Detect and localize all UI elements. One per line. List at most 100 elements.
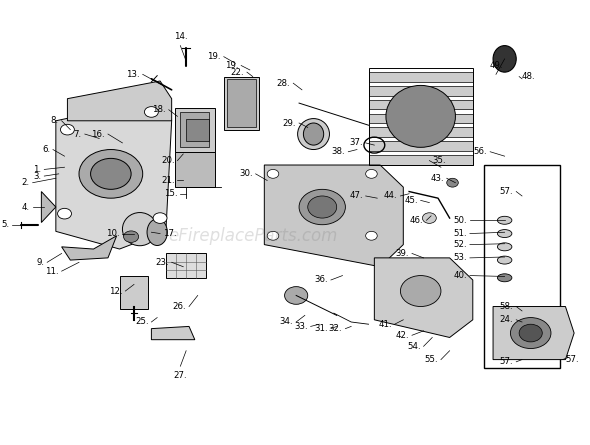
Text: 51.: 51. bbox=[453, 229, 467, 238]
Text: 25.: 25. bbox=[135, 317, 149, 327]
Bar bbox=[369, 113, 473, 123]
Bar bbox=[484, 165, 560, 368]
Ellipse shape bbox=[386, 85, 455, 147]
Text: 58.: 58. bbox=[500, 302, 513, 311]
Text: 18.: 18. bbox=[152, 105, 166, 114]
Bar bbox=[166, 254, 206, 278]
Circle shape bbox=[60, 124, 74, 135]
Text: 14.: 14. bbox=[173, 32, 187, 41]
Polygon shape bbox=[493, 307, 574, 360]
Circle shape bbox=[284, 287, 308, 304]
Text: 13.: 13. bbox=[126, 70, 140, 79]
Circle shape bbox=[422, 213, 437, 223]
Text: 9.: 9. bbox=[36, 258, 44, 267]
Text: 30.: 30. bbox=[239, 170, 253, 178]
Ellipse shape bbox=[497, 243, 512, 251]
Ellipse shape bbox=[497, 274, 512, 282]
Circle shape bbox=[519, 324, 542, 342]
Polygon shape bbox=[61, 236, 117, 260]
Text: 41.: 41. bbox=[378, 320, 392, 329]
Text: 46.: 46. bbox=[410, 216, 424, 225]
Text: 56.: 56. bbox=[474, 147, 487, 156]
Text: 1.: 1. bbox=[33, 165, 41, 174]
Polygon shape bbox=[186, 118, 209, 141]
Text: 6.: 6. bbox=[42, 145, 50, 154]
Text: 5.: 5. bbox=[1, 220, 9, 229]
Ellipse shape bbox=[497, 256, 512, 264]
Circle shape bbox=[153, 213, 167, 223]
Ellipse shape bbox=[297, 118, 329, 150]
Text: 23.: 23. bbox=[155, 258, 169, 267]
Text: 33.: 33. bbox=[294, 322, 308, 331]
Text: 55.: 55. bbox=[424, 355, 438, 364]
Bar bbox=[369, 127, 473, 137]
Polygon shape bbox=[67, 81, 172, 121]
Bar bbox=[369, 68, 473, 165]
Text: 57.: 57. bbox=[500, 357, 513, 366]
Circle shape bbox=[366, 231, 377, 240]
Text: 43.: 43. bbox=[430, 174, 444, 183]
Circle shape bbox=[267, 231, 279, 240]
Text: 3.: 3. bbox=[33, 172, 41, 181]
Text: 20.: 20. bbox=[161, 156, 175, 165]
Circle shape bbox=[447, 178, 458, 187]
Text: 31.: 31. bbox=[314, 324, 328, 333]
Ellipse shape bbox=[497, 216, 512, 224]
Polygon shape bbox=[374, 258, 473, 337]
Text: 36.: 36. bbox=[314, 275, 328, 284]
Text: 40.: 40. bbox=[453, 271, 467, 280]
Ellipse shape bbox=[303, 123, 324, 145]
Text: 49.: 49. bbox=[489, 61, 503, 70]
Text: 37.: 37. bbox=[349, 138, 363, 147]
FancyBboxPatch shape bbox=[120, 275, 149, 309]
Text: 16.: 16. bbox=[91, 129, 105, 138]
Text: 54.: 54. bbox=[407, 342, 421, 351]
Circle shape bbox=[79, 150, 143, 198]
Text: eFireplaceParts.com: eFireplaceParts.com bbox=[168, 227, 337, 245]
Circle shape bbox=[267, 170, 279, 178]
Bar bbox=[369, 100, 473, 109]
Polygon shape bbox=[264, 165, 404, 267]
Text: 15.: 15. bbox=[164, 189, 178, 198]
Text: 22.: 22. bbox=[231, 68, 244, 77]
Text: 50.: 50. bbox=[453, 216, 467, 225]
Text: 24.: 24. bbox=[500, 316, 513, 324]
Circle shape bbox=[58, 208, 71, 219]
Text: 34.: 34. bbox=[280, 317, 293, 327]
Text: 28.: 28. bbox=[277, 79, 290, 88]
Bar bbox=[369, 72, 473, 81]
Text: 38.: 38. bbox=[332, 147, 345, 156]
Text: 29.: 29. bbox=[283, 118, 296, 128]
Circle shape bbox=[123, 231, 139, 243]
Text: 26.: 26. bbox=[172, 302, 186, 311]
Text: 21.: 21. bbox=[161, 176, 175, 185]
Text: 4.: 4. bbox=[22, 202, 30, 211]
Text: 11.: 11. bbox=[45, 267, 59, 275]
Text: 2.: 2. bbox=[22, 178, 30, 187]
Bar bbox=[369, 155, 473, 165]
Circle shape bbox=[299, 189, 345, 225]
Text: 8.: 8. bbox=[51, 116, 59, 125]
Text: 44.: 44. bbox=[384, 191, 398, 200]
Polygon shape bbox=[56, 99, 172, 249]
Text: 45.: 45. bbox=[404, 196, 418, 205]
Polygon shape bbox=[175, 152, 215, 187]
Text: 39.: 39. bbox=[395, 249, 409, 258]
Text: 12.: 12. bbox=[109, 287, 123, 295]
Text: 17.: 17. bbox=[163, 229, 176, 238]
Polygon shape bbox=[152, 327, 195, 340]
Circle shape bbox=[401, 275, 441, 307]
Circle shape bbox=[145, 107, 158, 117]
Ellipse shape bbox=[147, 219, 168, 246]
Bar bbox=[369, 142, 473, 151]
Ellipse shape bbox=[497, 230, 512, 238]
Circle shape bbox=[91, 158, 131, 189]
Text: 19.: 19. bbox=[207, 52, 221, 61]
Ellipse shape bbox=[493, 45, 516, 72]
Text: 19.: 19. bbox=[225, 61, 238, 70]
Text: 57.: 57. bbox=[565, 355, 579, 364]
Polygon shape bbox=[227, 79, 255, 127]
Text: 10.: 10. bbox=[106, 229, 120, 238]
Text: 48.: 48. bbox=[522, 72, 536, 81]
Polygon shape bbox=[41, 191, 56, 222]
